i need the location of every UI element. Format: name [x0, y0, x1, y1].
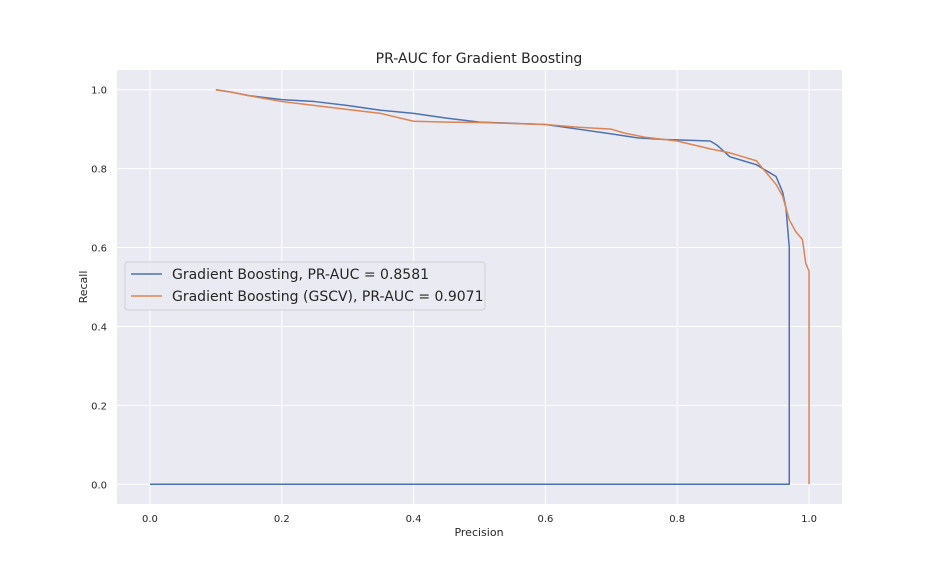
y-tick-label: 0.2: [91, 401, 107, 412]
y-axis-label: Recall: [77, 271, 90, 304]
x-axis-label: Precision: [454, 526, 503, 539]
x-tick-label: 1.0: [801, 514, 817, 525]
y-tick-label: 0.6: [91, 244, 107, 255]
x-tick-label: 0.4: [406, 514, 422, 525]
y-tick-label: 1.0: [91, 86, 107, 97]
x-tick-label: 0.2: [274, 514, 290, 525]
chart-title: PR-AUC for Gradient Boosting: [376, 51, 583, 67]
x-tick-label: 0.6: [537, 514, 553, 525]
y-tick-label: 0.4: [91, 322, 107, 333]
legend-label-1: Gradient Boosting (GSCV), PR-AUC = 0.907…: [172, 289, 483, 305]
y-tick-label: 0.0: [91, 480, 107, 491]
x-tick-label: 0.0: [142, 514, 158, 525]
legend-box: [124, 261, 486, 311]
legend-label-0: Gradient Boosting, PR-AUC = 0.8581: [172, 267, 429, 283]
y-tick-label: 0.8: [91, 165, 107, 176]
x-tick-label: 0.8: [669, 514, 685, 525]
legend: Gradient Boosting, PR-AUC = 0.8581 Gradi…: [124, 261, 486, 311]
series-line-1: [215, 88, 810, 485]
tick-labels: 0.0 0.2 0.4 0.6 0.8 1.0 0.0 0.2 0.4 0.6 0.8 1.0: [91, 86, 817, 525]
series-layer: [149, 88, 810, 486]
